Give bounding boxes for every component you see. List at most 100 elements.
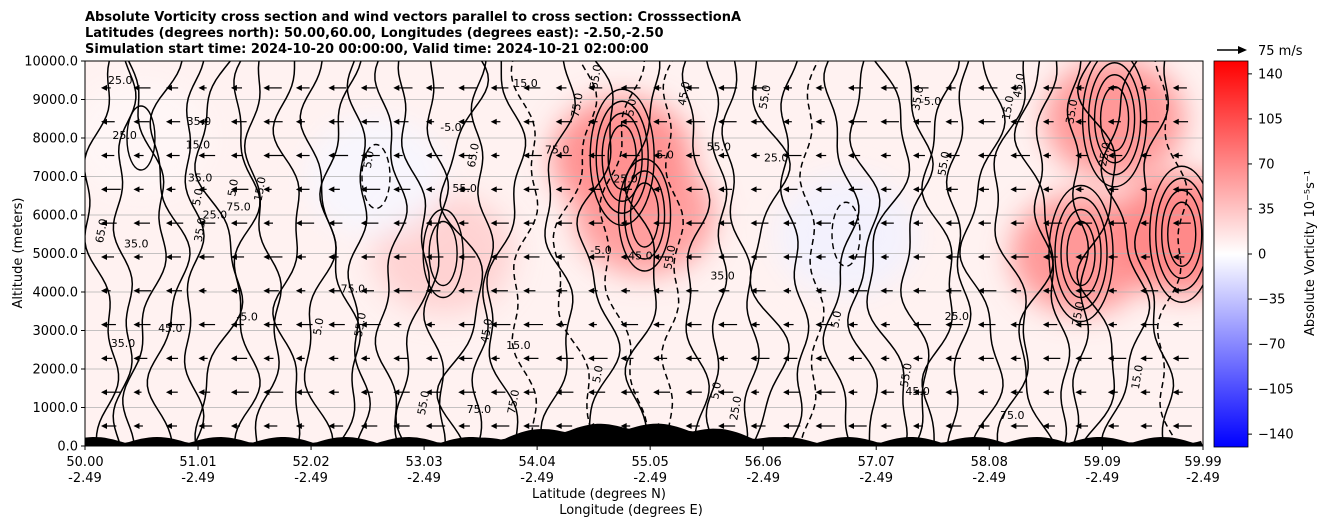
- wind-vector: [393, 253, 407, 260]
- wind-vector-head: [977, 118, 984, 125]
- colorbar-tick-label: 140: [1258, 67, 1283, 82]
- wind-vector-head: [555, 321, 562, 328]
- colorbar-gradient: [1213, 60, 1249, 448]
- wind-vector: [1010, 118, 1024, 125]
- wind-vector: [523, 118, 535, 125]
- wind-vector-head: [165, 321, 172, 328]
- wind-vector: [815, 423, 836, 429]
- wind-vector-head: [653, 389, 660, 396]
- contour-line: [146, 61, 191, 446]
- wind-vector-head: [328, 253, 335, 260]
- x-tick-label-lat: 51.01: [179, 455, 216, 470]
- wind-vector-head: [1172, 321, 1179, 328]
- terrain-silhouette: [85, 423, 1203, 446]
- wind-vector: [555, 152, 572, 159]
- wind-vector-head: [165, 253, 172, 260]
- contour-label: 15.0: [1129, 364, 1146, 390]
- wind-vector: [620, 287, 631, 294]
- wind-vector-head: [1010, 287, 1017, 294]
- contour-label: 35.0: [909, 85, 926, 111]
- wind-vector: [1172, 152, 1183, 159]
- wind-vector-head: [393, 118, 400, 125]
- wind-vector-head: [588, 253, 595, 260]
- x-tick-label-lon: -2.49: [407, 471, 441, 486]
- wind-vector-head: [685, 389, 692, 396]
- wind-vector-head: [328, 186, 335, 193]
- wind-vector-head: [101, 84, 107, 91]
- wind-vector: [458, 152, 475, 159]
- contour-loop: [1093, 74, 1136, 164]
- wind-vector: [1042, 423, 1055, 429]
- wind-vector-head: [133, 389, 140, 396]
- wind-vector-head: [165, 389, 172, 396]
- wind-vector: [263, 186, 272, 193]
- wind-vector: [653, 118, 668, 125]
- wind-vector: [165, 423, 177, 429]
- wind-vector-head: [425, 287, 432, 294]
- wind-vector-head: [880, 253, 887, 260]
- wind-vector-head: [133, 84, 140, 91]
- wind-vector: [425, 321, 435, 328]
- wind-vector-head: [263, 152, 270, 159]
- contour-label: 35.0: [710, 270, 735, 283]
- wind-vector: [588, 186, 603, 193]
- contour-label: -5.0: [920, 95, 941, 108]
- wind-vector-head: [1172, 118, 1179, 125]
- wind-vector-head: [133, 253, 140, 260]
- wind-vector: [165, 118, 181, 125]
- wind-vector-head: [295, 423, 302, 429]
- wind-vector: [328, 220, 343, 227]
- wind-vector: [295, 220, 315, 227]
- wind-vector-head: [295, 186, 302, 193]
- wind-vector: [912, 186, 924, 193]
- wind-vector: [588, 84, 603, 91]
- wind-vector: [101, 152, 115, 159]
- wind-vector-head: [653, 220, 660, 227]
- wind-vector: [815, 287, 827, 294]
- wind-vector-head: [523, 186, 530, 193]
- wind-vector-head: [490, 389, 497, 396]
- wind-vector: [165, 186, 176, 193]
- x-tick-label-lon: -2.49: [181, 471, 215, 486]
- wind-vector-head: [1172, 389, 1179, 396]
- wind-vector-head: [1140, 389, 1147, 396]
- wind-vector-head: [945, 220, 952, 227]
- wind-vector: [977, 152, 997, 159]
- wind-vector: [912, 253, 926, 260]
- contour-loop: [428, 220, 458, 287]
- wind-vector: [718, 84, 738, 91]
- wind-vector-head: [425, 389, 432, 396]
- wind-vector-head: [1042, 389, 1049, 396]
- wind-vector: [1140, 423, 1153, 429]
- wind-vector: [815, 84, 824, 91]
- wind-vector: [295, 152, 310, 159]
- wind-vector-head: [880, 423, 887, 429]
- wind-vector-head: [847, 389, 854, 396]
- wind-vector: [1107, 253, 1118, 260]
- wind-vector-head: [750, 355, 757, 362]
- wind-vector-head: [263, 423, 270, 429]
- contour-line: [194, 61, 244, 446]
- wind-vector: [328, 186, 340, 193]
- wind-vector: [165, 389, 178, 396]
- wind-vector-head: [750, 253, 757, 260]
- wind-vector: [750, 186, 762, 193]
- wind-vector-head: [750, 186, 757, 193]
- wind-vector-head: [393, 186, 400, 193]
- wind-vector-head: [847, 355, 854, 362]
- colorbar-tick-label: 70: [1258, 157, 1275, 172]
- wind-vector-head: [880, 220, 887, 227]
- wind-vector: [912, 118, 931, 125]
- wind-vector: [977, 220, 991, 227]
- wind-vector-head: [263, 220, 270, 227]
- wind-vector: [977, 423, 990, 429]
- wind-vector: [620, 355, 634, 362]
- wind-vector: [815, 355, 827, 362]
- wind-vector: [1075, 186, 1084, 193]
- wind-vector-head: [165, 423, 172, 429]
- wind-vector-head: [523, 355, 530, 362]
- wind-vector: [847, 84, 863, 91]
- wind-vector-head: [295, 389, 302, 396]
- wind-vector: [425, 118, 435, 125]
- quiver-key-arrowhead: [1238, 46, 1247, 54]
